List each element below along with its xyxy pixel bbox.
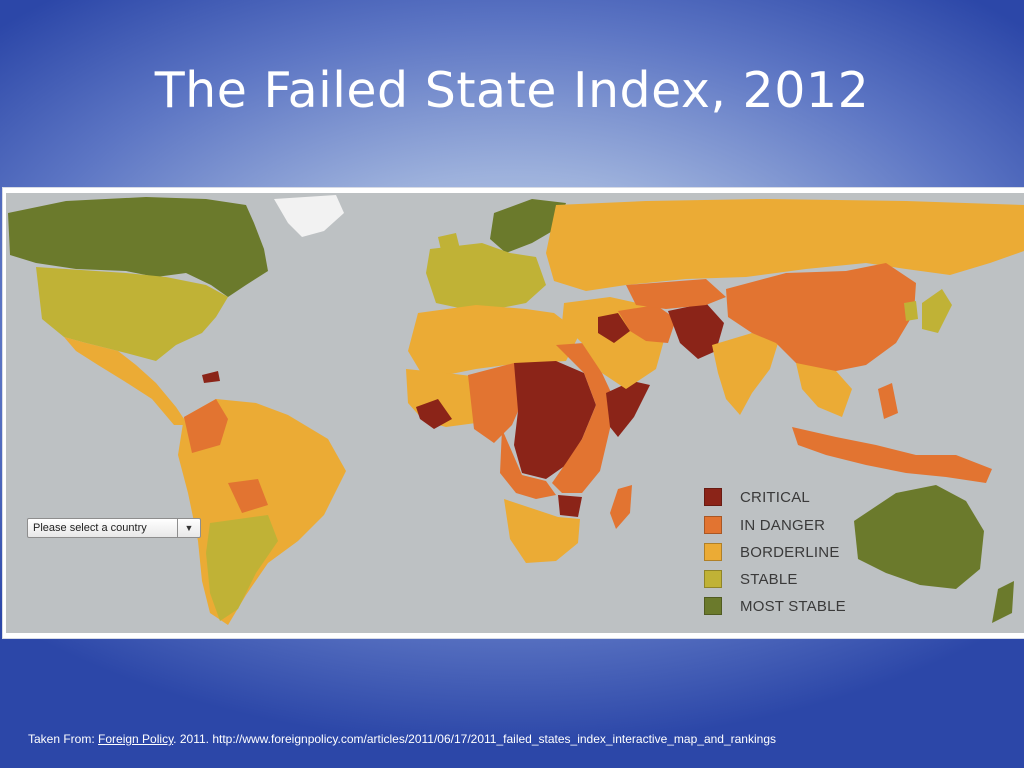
world-map[interactable]: Please select a country ▼ CRITICAL IN DA… — [6, 193, 1024, 633]
legend-label-in-danger: IN DANGER — [740, 516, 826, 534]
legend-swatch-critical — [704, 488, 722, 506]
map-frame: Please select a country ▼ CRITICAL IN DA… — [3, 188, 1024, 638]
region-haiti — [202, 371, 220, 383]
legend-item-borderline: BORDERLINE — [704, 543, 840, 561]
legend-swatch-most-stable — [704, 597, 722, 615]
region-canada — [8, 197, 268, 297]
region-japan — [922, 289, 952, 333]
region-mexico — [64, 337, 188, 425]
region-north-africa — [408, 305, 580, 375]
region-madagascar — [610, 485, 632, 529]
region-australia — [854, 485, 984, 589]
source-footer: Taken From: Foreign Policy. 2011. http:/… — [28, 732, 776, 746]
region-iran — [618, 305, 676, 343]
legend-item-critical: CRITICAL — [704, 488, 810, 506]
region-indonesia — [792, 427, 992, 483]
region-colombia — [184, 399, 228, 453]
region-southern-africa — [504, 499, 580, 563]
region-western-europe — [426, 243, 546, 309]
triangle-down-icon[interactable]: ▼ — [177, 519, 200, 537]
region-sahel-danger — [468, 363, 526, 443]
slide-title: The Failed State Index, 2012 — [154, 62, 870, 119]
legend-item-stable: STABLE — [704, 570, 798, 588]
legend-item-most-stable: MOST STABLE — [704, 597, 846, 615]
region-central-south-danger — [500, 429, 556, 499]
legend-swatch-borderline — [704, 543, 722, 561]
region-zimbabwe — [558, 495, 582, 517]
legend-label-critical: CRITICAL — [740, 488, 810, 506]
region-somalia — [606, 381, 650, 437]
region-india — [712, 333, 778, 415]
region-new-zealand — [992, 581, 1014, 623]
region-greenland — [274, 195, 344, 237]
legend-swatch-stable — [704, 570, 722, 588]
country-select-dropdown[interactable]: Please select a country ▼ — [27, 518, 201, 538]
world-map-svg — [8, 195, 1024, 625]
region-central-asia — [626, 279, 726, 309]
region-sierra-leone — [416, 399, 452, 429]
country-select-placeholder: Please select a country — [33, 522, 147, 534]
footer-suffix: . 2011. http://www.foreignpolicy.com/art… — [173, 732, 776, 746]
legend-item-in-danger: IN DANGER — [704, 516, 825, 534]
legend-label-stable: STABLE — [740, 570, 798, 588]
region-bolivia — [228, 479, 268, 513]
region-southeast-asia — [796, 363, 852, 417]
footer-prefix: Taken From: — [28, 732, 99, 746]
source-link[interactable]: Foreign Policy — [98, 732, 174, 746]
legend-swatch-in-danger — [704, 516, 722, 534]
region-uk — [438, 233, 462, 263]
legend-label-borderline: BORDERLINE — [740, 543, 840, 561]
region-korea — [904, 301, 918, 321]
region-southern-cone — [206, 515, 278, 621]
legend-label-most-stable: MOST STABLE — [740, 597, 846, 615]
region-east-africa-danger — [552, 343, 616, 493]
region-iraq — [598, 313, 630, 343]
region-china — [726, 263, 916, 373]
region-usa — [36, 267, 228, 361]
region-russia — [546, 199, 1024, 291]
region-scandinavia — [490, 199, 566, 253]
region-philippines — [878, 383, 898, 419]
region-afghanistan-pakistan — [668, 303, 724, 359]
